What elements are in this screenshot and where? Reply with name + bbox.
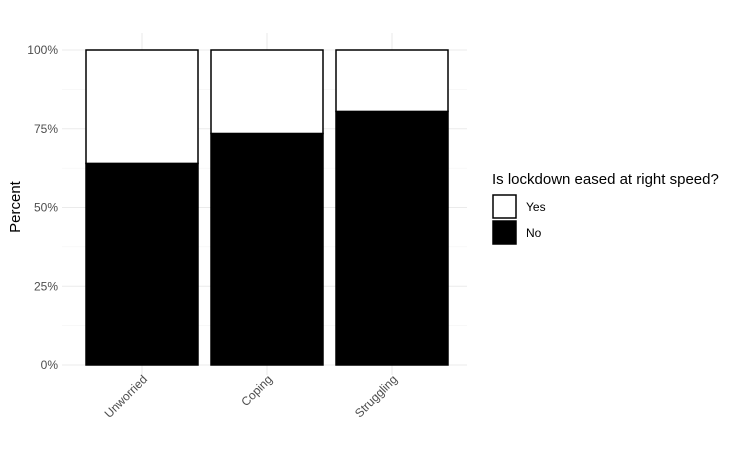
bars: [85, 49, 449, 366]
x-tick-label: Struggling: [352, 372, 400, 420]
bar-yes-struggling: [335, 49, 449, 113]
legend-key-yes: [492, 194, 517, 219]
bar-no-coping: [210, 132, 324, 366]
y-tick-label: 25%: [34, 279, 58, 293]
y-tick-label: 100%: [27, 43, 58, 57]
bar-no-unworried: [85, 162, 199, 366]
y-tick-label: 75%: [34, 122, 58, 136]
y-axis-title: Percent: [7, 180, 24, 233]
legend: Is lockdown eased at right speed? Yes No: [492, 171, 719, 245]
legend-title: Is lockdown eased at right speed?: [492, 171, 719, 188]
bar-yes-coping: [210, 49, 324, 135]
bar-yes-unworried: [85, 49, 199, 165]
legend-key-no: [492, 220, 517, 245]
legend-label-no: No: [526, 226, 542, 240]
legend-items: Yes No: [492, 194, 546, 245]
y-tick-label: 0%: [41, 358, 59, 372]
x-axis-ticks: Unworried Coping Struggling: [102, 372, 401, 421]
bar-no-struggling: [335, 110, 449, 366]
x-tick-label: Coping: [238, 372, 275, 409]
y-tick-label: 50%: [34, 201, 58, 215]
legend-label-yes: Yes: [526, 200, 546, 214]
x-tick-label: Unworried: [102, 372, 151, 421]
y-axis-ticks: 0% 25% 50% 75% 100%: [27, 43, 58, 372]
